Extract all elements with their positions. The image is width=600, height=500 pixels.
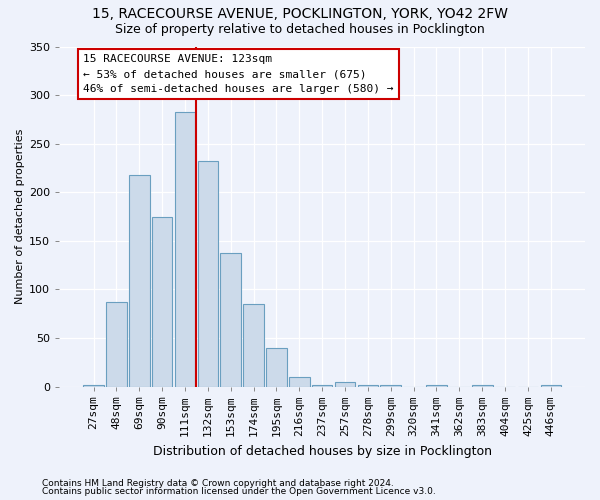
- Bar: [380, 384, 401, 386]
- Bar: [541, 384, 561, 386]
- Bar: [83, 384, 104, 386]
- X-axis label: Distribution of detached houses by size in Pocklington: Distribution of detached houses by size …: [152, 444, 491, 458]
- Text: 15 RACECOURSE AVENUE: 123sqm
← 53% of detached houses are smaller (675)
46% of s: 15 RACECOURSE AVENUE: 123sqm ← 53% of de…: [83, 54, 394, 94]
- Bar: [152, 216, 172, 386]
- Text: 15, RACECOURSE AVENUE, POCKLINGTON, YORK, YO42 2FW: 15, RACECOURSE AVENUE, POCKLINGTON, YORK…: [92, 8, 508, 22]
- Text: Contains public sector information licensed under the Open Government Licence v3: Contains public sector information licen…: [42, 487, 436, 496]
- Bar: [220, 252, 241, 386]
- Bar: [312, 384, 332, 386]
- Bar: [197, 161, 218, 386]
- Bar: [243, 304, 264, 386]
- Bar: [426, 384, 447, 386]
- Y-axis label: Number of detached properties: Number of detached properties: [15, 129, 25, 304]
- Bar: [129, 175, 149, 386]
- Text: Contains HM Land Registry data © Crown copyright and database right 2024.: Contains HM Land Registry data © Crown c…: [42, 478, 394, 488]
- Bar: [289, 377, 310, 386]
- Bar: [175, 112, 195, 386]
- Bar: [358, 384, 378, 386]
- Bar: [472, 384, 493, 386]
- Bar: [335, 382, 355, 386]
- Bar: [106, 302, 127, 386]
- Text: Size of property relative to detached houses in Pocklington: Size of property relative to detached ho…: [115, 22, 485, 36]
- Bar: [266, 348, 287, 387]
